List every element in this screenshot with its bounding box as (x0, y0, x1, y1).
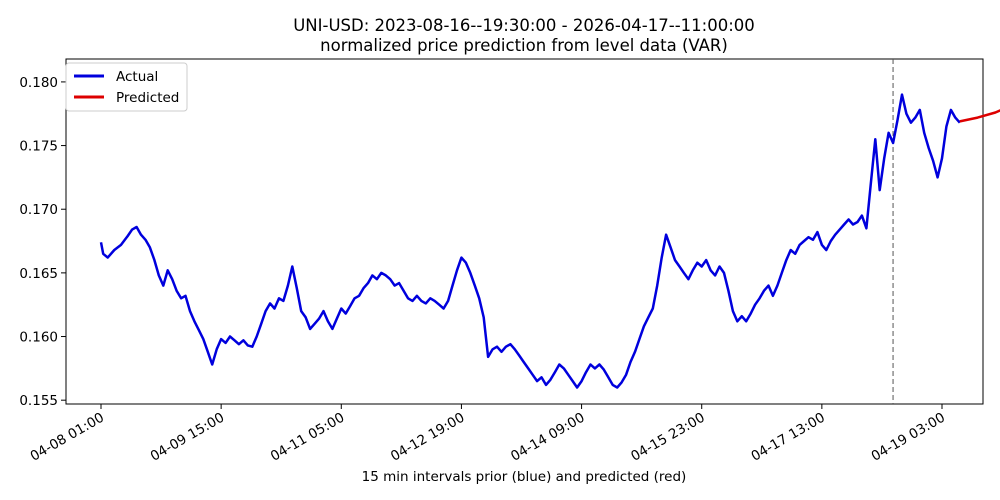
chart-title: UNI-USD: 2023-08-16--19:30:00 - 2026-04-… (293, 16, 755, 35)
x-tick-label: 04-17 13:00 (748, 410, 827, 465)
x-tick-label: 04-09 15:00 (148, 410, 227, 465)
series-line-actual (99, 93, 961, 389)
legend: Actual Predicted (65, 62, 188, 112)
y-tick-label: 0.160 (19, 330, 58, 346)
title-block: UNI-USD: 2023-08-16--19:30:00 - 2026-04-… (293, 16, 755, 55)
y-tick-label: 0.175 (19, 139, 58, 155)
y-tick-label: 0.165 (19, 266, 58, 282)
y-tick-label: 0.155 (19, 393, 58, 409)
series-line-predicted (959, 109, 1000, 123)
legend-label-actual: Actual (116, 69, 158, 85)
x-tick-label: 04-11 05:00 (268, 410, 347, 465)
x-axis: 04-08 01:00 04-09 15:00 04-11 05:00 04-12 1… (28, 404, 948, 465)
x-tick-label: 04-14 09:00 (508, 410, 587, 465)
x-tick-label: 04-15 23:00 (628, 410, 707, 465)
y-tick-label: 0.170 (19, 202, 58, 218)
x-tick-label: 04-19 03:00 (869, 410, 948, 465)
y-tick-label: 0.180 (19, 75, 58, 91)
legend-label-predicted: Predicted (116, 90, 179, 106)
chart-subtitle: normalized price prediction from level d… (320, 36, 728, 55)
x-axis-label: 15 min intervals prior (blue) and predic… (362, 469, 687, 485)
y-axis: 0.155 0.160 0.165 0.170 0.175 0.180 (19, 75, 66, 409)
plot-area (65, 58, 1000, 405)
plot-frame (65, 58, 984, 405)
x-tick-label: 04-08 01:00 (28, 410, 107, 465)
x-tick-label: 04-12 19:00 (388, 410, 467, 465)
